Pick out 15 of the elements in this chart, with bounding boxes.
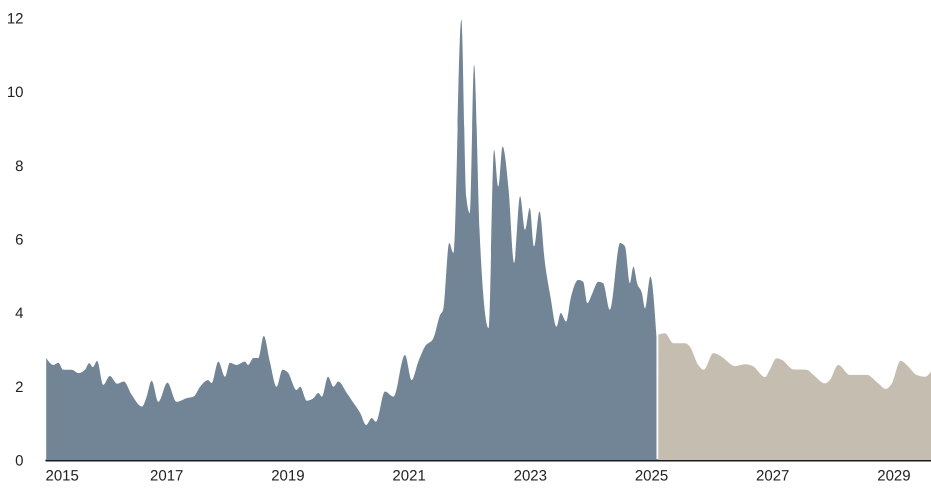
y-tick-label: 10 bbox=[6, 84, 24, 102]
y-tick-label: 4 bbox=[15, 305, 24, 322]
y-tick-label: 12 bbox=[6, 10, 24, 28]
x-tick-label: 2019 bbox=[271, 468, 305, 484]
y-tick-label: 8 bbox=[15, 158, 24, 175]
y-tick-label: 6 bbox=[15, 232, 24, 248]
y-tick-label: 0 bbox=[15, 452, 24, 470]
x-tick-label: 2021 bbox=[392, 468, 426, 484]
x-tick-label: 2025 bbox=[634, 468, 668, 484]
x-tick-label: 2027 bbox=[756, 468, 790, 484]
x-tick-label: 2017 bbox=[150, 468, 184, 484]
x-tick-label: 2023 bbox=[514, 468, 548, 484]
x-tick-label: 2015 bbox=[46, 468, 79, 484]
x-tick-label: 2029 bbox=[877, 468, 911, 484]
y-tick-label: 2 bbox=[15, 378, 24, 396]
